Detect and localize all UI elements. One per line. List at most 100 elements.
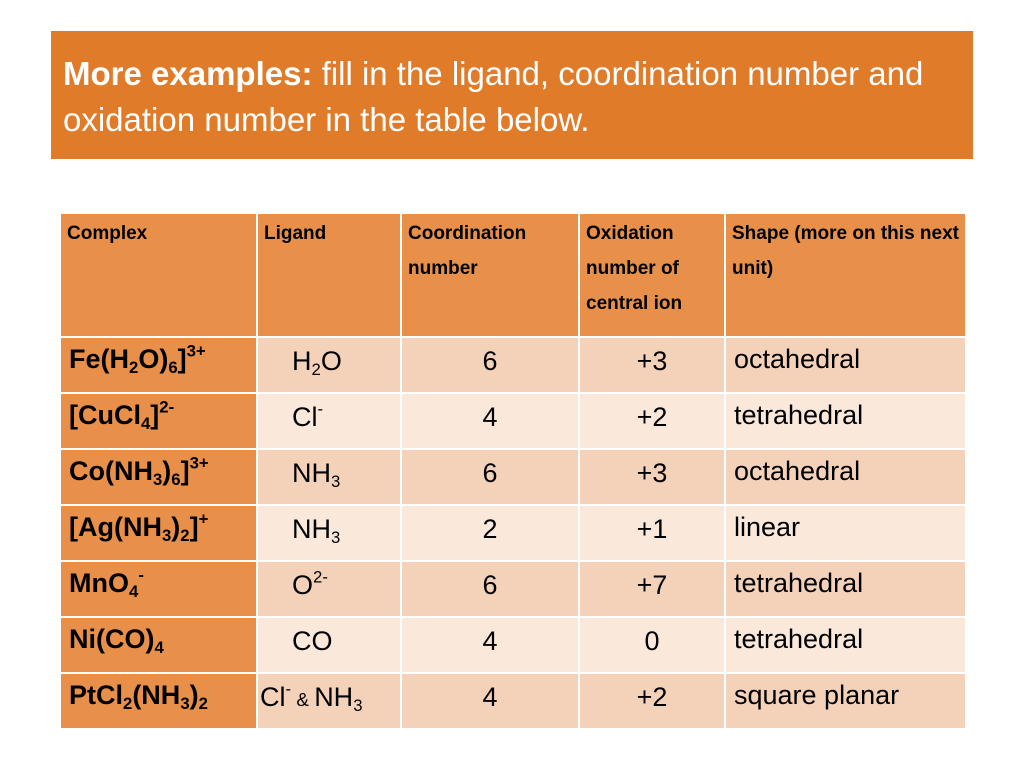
subscript: 2 xyxy=(180,526,190,546)
cell-oxidation-number: +3 xyxy=(578,448,726,506)
superscript: - xyxy=(138,565,144,585)
formula-text: NH xyxy=(314,682,354,712)
cell-shape: square planar xyxy=(724,672,967,730)
cell-coordination-number: 4 xyxy=(400,672,580,730)
formula-text: H xyxy=(292,346,312,376)
formula-text: ] xyxy=(150,400,160,430)
subscript: 6 xyxy=(171,470,181,490)
subscript: 4 xyxy=(154,638,164,658)
formula-text: [CuCl xyxy=(69,400,141,430)
formula-text: Cl xyxy=(292,402,318,432)
cell-ligand: NH3 xyxy=(256,448,402,506)
cell-oxidation-number: +2 xyxy=(578,672,726,730)
subscript: 3 xyxy=(353,696,363,716)
formula-text: & xyxy=(291,690,315,711)
cell-coordination-number: 2 xyxy=(400,504,580,562)
subscript: 6 xyxy=(168,358,178,378)
subscript: 2 xyxy=(198,694,208,714)
formula-text: Ni(CO) xyxy=(69,624,155,654)
formula-text: Co(NH xyxy=(69,456,153,486)
table-row: Co(NH3)6]3+ NH3 6 +3 octahedral xyxy=(59,448,967,506)
cell-complex: Ni(CO)4 xyxy=(59,616,258,674)
superscript: 2- xyxy=(159,397,175,417)
cell-shape: octahedral xyxy=(724,448,967,506)
header-shape: Shape (more on this next unit) xyxy=(724,212,967,338)
formula-text: [Ag(NH xyxy=(69,512,162,542)
cell-shape: octahedral xyxy=(724,336,967,394)
cell-ligand: Cl- & NH3 xyxy=(256,672,402,730)
cell-coordination-number: 4 xyxy=(400,616,580,674)
header-coordination-number: Coordination number xyxy=(400,212,580,338)
superscript: 3+ xyxy=(189,453,209,473)
superscript: 2- xyxy=(313,567,328,587)
table-row: Fe(H2O)6]3+ H2O 6 +3 octahedral xyxy=(59,336,967,394)
cell-complex: Fe(H2O)6]3+ xyxy=(59,336,258,394)
formula-text: ) xyxy=(162,456,172,486)
cell-complex: MnO4- xyxy=(59,560,258,618)
header-ligand: Ligand xyxy=(256,212,402,338)
table-row: MnO4- O2- 6 +7 tetrahedral xyxy=(59,560,967,618)
table-row: Ni(CO)4 CO 4 0 tetrahedral xyxy=(59,616,967,674)
formula-text: O xyxy=(292,570,314,600)
cell-oxidation-number: +7 xyxy=(578,560,726,618)
table-body: Fe(H2O)6]3+ H2O 6 +3 octahedral [CuCl4]2- Cl- 4… xyxy=(59,336,967,730)
table-header-row: Complex Ligand Coordination number Oxida… xyxy=(59,212,967,338)
cell-oxidation-number: +3 xyxy=(578,336,726,394)
cell-ligand: Cl- xyxy=(256,392,402,450)
formula-text: O) xyxy=(138,344,169,374)
subscript: 3 xyxy=(180,694,190,714)
complexes-table: Complex Ligand Coordination number Oxida… xyxy=(59,212,967,730)
table-row: [Ag(NH3)2]+ NH3 2 +1 linear xyxy=(59,504,967,562)
cell-coordination-number: 6 xyxy=(400,336,580,394)
superscript: - xyxy=(285,679,292,699)
table-row: [CuCl4]2- Cl- 4 +2 tetrahedral xyxy=(59,392,967,450)
formula-text: Cl xyxy=(260,682,286,712)
formula-text: ] xyxy=(180,456,190,486)
cell-ligand: O2- xyxy=(256,560,402,618)
cell-shape: linear xyxy=(724,504,967,562)
subscript: 4 xyxy=(129,582,139,602)
superscript: 3+ xyxy=(186,341,206,361)
formula-text: ] xyxy=(177,344,187,374)
formula-text: (NH xyxy=(132,680,181,710)
formula-text: Fe(H xyxy=(69,344,129,374)
title-instruction-text: fill in the ligand, coordination number … xyxy=(63,55,924,138)
formula-text: ] xyxy=(189,512,199,542)
title-bold-lead: More examples: xyxy=(63,55,313,92)
cell-oxidation-number: +2 xyxy=(578,392,726,450)
superscript: - xyxy=(317,399,324,419)
subscript: 3 xyxy=(331,472,341,492)
subscript: 3 xyxy=(161,526,172,546)
header-oxidation-number: Oxidation number of central ion xyxy=(578,212,726,338)
subscript: 2 xyxy=(129,358,139,378)
subscript: 3 xyxy=(152,470,163,490)
cell-oxidation-number: 0 xyxy=(578,616,726,674)
cell-shape: tetrahedral xyxy=(724,616,967,674)
formula-text: NH xyxy=(292,458,331,488)
subscript: 4 xyxy=(140,414,151,434)
cell-complex: [CuCl4]2- xyxy=(59,392,258,450)
cell-ligand: NH3 xyxy=(256,504,402,562)
subscript: 3 xyxy=(331,528,341,548)
header-complex: Complex xyxy=(59,212,258,338)
cell-oxidation-number: +1 xyxy=(578,504,726,562)
formula-text: ) xyxy=(171,512,181,542)
cell-shape: tetrahedral xyxy=(724,392,967,450)
formula-text: ) xyxy=(189,680,199,710)
cell-ligand: H2O xyxy=(256,336,402,394)
formula-text: MnO xyxy=(69,568,129,598)
formula-text: O xyxy=(320,346,342,376)
table-row: PtCl2(NH3)2 Cl- & NH3 4 +2 square planar xyxy=(59,672,967,730)
subscript: 2 xyxy=(123,694,133,714)
subscript: 2 xyxy=(311,360,321,380)
cell-complex: Co(NH3)6]3+ xyxy=(59,448,258,506)
formula-text: PtCl xyxy=(69,680,123,710)
superscript: + xyxy=(198,509,209,529)
formula-text: CO xyxy=(292,626,333,656)
cell-complex: [Ag(NH3)2]+ xyxy=(59,504,258,562)
slide-title-banner: More examples: fill in the ligand, coord… xyxy=(51,31,973,159)
cell-ligand: CO xyxy=(256,616,402,674)
cell-complex: PtCl2(NH3)2 xyxy=(59,672,258,730)
cell-coordination-number: 6 xyxy=(400,448,580,506)
formula-text: NH xyxy=(292,514,331,544)
